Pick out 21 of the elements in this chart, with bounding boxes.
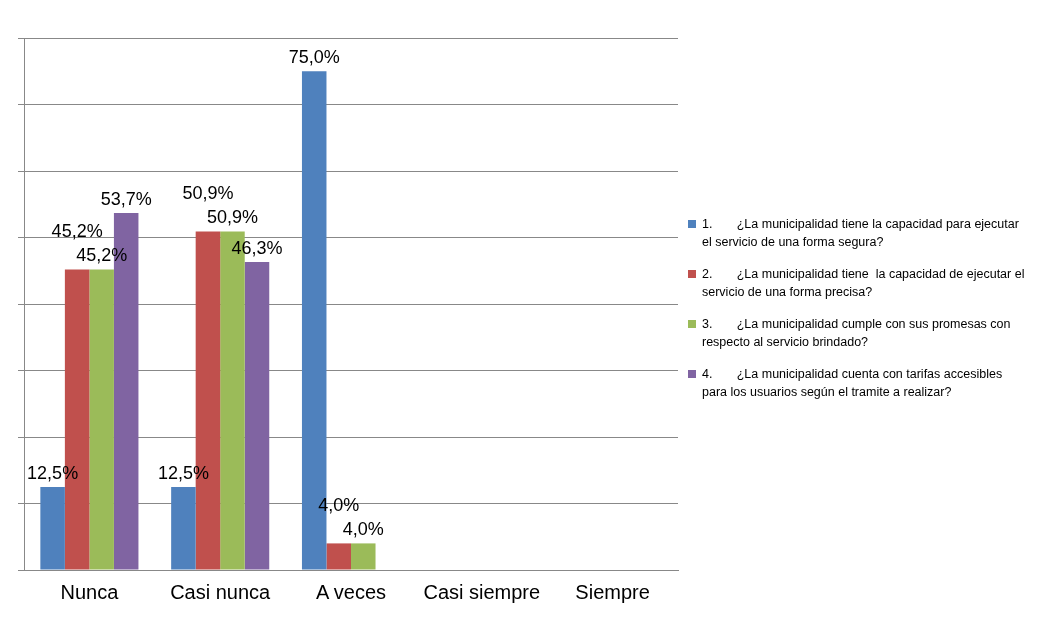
bar (326, 543, 351, 570)
data-label: 50,9% (206, 207, 258, 228)
x-tick-label: A veces (315, 580, 387, 603)
legend-label: 1. ¿La municipalidad tiene la capacidad para ejecutar el servicio de una forma segura? (702, 216, 1020, 251)
legend-label: 2. ¿La municipalidad tiene la capacidad de ejecutar el servicio de una forma precisa? (702, 266, 1026, 301)
bar (171, 486, 196, 570)
bar (40, 486, 65, 570)
legend-label: 4. ¿La municipalidad cuenta con tarifas accesibles para los usuarios según el tramite a realizar? (702, 366, 1004, 401)
x-tick-label: Casi nunca (170, 580, 272, 603)
data-label: 4,0% (342, 519, 384, 540)
data-label: 50,9% (182, 183, 234, 204)
legend-label: 3. ¿La municipalidad cumple con sus promesas con respecto al servicio brindado? (702, 316, 1012, 351)
x-tick-label: Siempre (575, 580, 650, 603)
bar (244, 262, 270, 570)
x-tick-label: Casi siempre (423, 580, 541, 603)
data-label: 75,0% (288, 47, 340, 68)
bar (351, 543, 376, 570)
bar (89, 269, 114, 570)
data-label: 53,7% (100, 188, 152, 209)
data-label: 45,2% (51, 221, 103, 242)
x-tick-label: Nunca (60, 580, 120, 603)
